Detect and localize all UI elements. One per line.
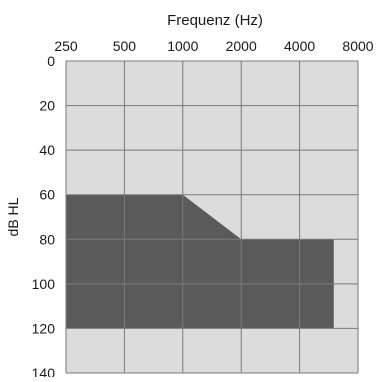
hearing-range-region bbox=[66, 194, 334, 329]
y-tick-label: 40 bbox=[39, 142, 55, 158]
y-tick-label: 0 bbox=[47, 53, 55, 69]
y-tick-label: 60 bbox=[39, 187, 55, 203]
y-axis-title: dB HL bbox=[5, 197, 21, 236]
y-tick-label: 120 bbox=[32, 320, 56, 336]
y-tick-label: 100 bbox=[32, 276, 56, 292]
x-tick-label: 2000 bbox=[226, 38, 257, 54]
x-tick-label: 1000 bbox=[167, 38, 198, 54]
x-tick-label: 250 bbox=[54, 38, 78, 54]
y-tick-label: 140 bbox=[32, 365, 56, 377]
x-tick-label: 8000 bbox=[342, 38, 373, 54]
x-axis-title: Frequenz (Hz) bbox=[167, 12, 263, 29]
y-tick-label: 80 bbox=[39, 231, 55, 247]
x-tick-label: 500 bbox=[113, 38, 137, 54]
y-tick-label: 20 bbox=[39, 98, 55, 114]
x-tick-label: 4000 bbox=[284, 38, 315, 54]
